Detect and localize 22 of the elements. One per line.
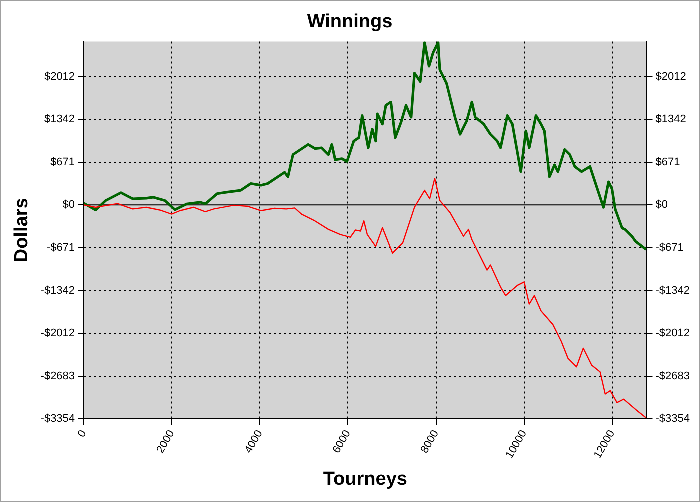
y-tick-label: $671 <box>50 156 76 168</box>
y-tick-label: $1342 <box>44 114 76 126</box>
y2-tick-label: -$2012 <box>656 328 690 340</box>
y2-tick-label: $0 <box>656 199 668 212</box>
y-tick-label: -$671 <box>46 242 76 254</box>
y2-tick-label: $1342 <box>656 114 686 126</box>
y2-tick-label: $671 <box>656 156 680 168</box>
y-tick-label: $2012 <box>44 70 76 83</box>
y2-tick-label: -$671 <box>656 242 684 254</box>
y2-tick-label: -$2683 <box>656 370 690 382</box>
y-tick-label: -$2683 <box>40 370 76 382</box>
chart-title: Winnings <box>307 12 393 33</box>
y2-tick-label: $2012 <box>656 70 686 83</box>
x-axis-title: Tourneys <box>323 468 408 490</box>
x-tick-label: 0 <box>76 428 90 440</box>
y-axis-title: Dollars <box>12 198 33 263</box>
y-tick-label: -$3354 <box>40 413 76 426</box>
y-tick-label: -$2012 <box>40 328 76 340</box>
y2-tick-label: -$1342 <box>656 284 690 297</box>
y2-tick-label: -$3354 <box>656 413 690 426</box>
y-tick-label: $0 <box>62 199 76 212</box>
y-tick-label: -$1342 <box>40 284 76 297</box>
